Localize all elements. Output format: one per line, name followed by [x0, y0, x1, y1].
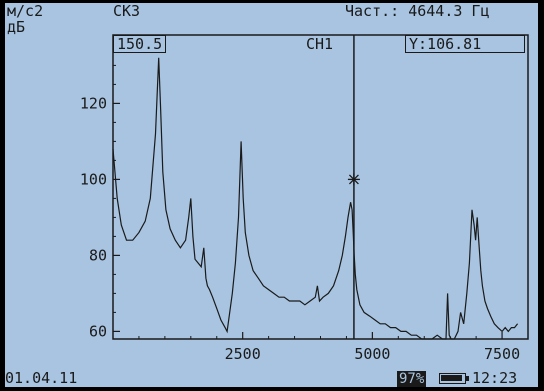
battery-level-fill: [441, 375, 463, 381]
cursor-x-value-box: 150.5: [113, 35, 167, 53]
frequency-readout: Част.: 4644.3 Гц: [345, 3, 490, 20]
unit-top-label: м/с2: [7, 3, 44, 20]
battery-percent-badge: 97%: [397, 371, 427, 387]
analyzer-screen: м/с2 дБ СКЗ Част.: 4644.3 Гц 60 80 100 120 2…: [5, 3, 538, 387]
date-label: 01.04.11: [5, 369, 78, 387]
unit-bottom-label: дБ: [7, 18, 26, 36]
y-tick-label: 80: [89, 246, 107, 264]
battery-icon: [439, 373, 466, 384]
x-tick-label: 7500: [484, 345, 520, 363]
x-tick-label: 5000: [354, 345, 390, 363]
spectrum-chart[interactable]: 60 80 100 120 2500 5000 7500: [5, 3, 538, 387]
spectrum-trace: [112, 57, 519, 340]
y-tick-label: 120: [80, 94, 107, 112]
clock-label: 12:23: [472, 369, 518, 387]
cursor-marker-stroke: [348, 174, 359, 185]
battery-tip-icon: [466, 376, 469, 381]
x-tick-label: 2500: [225, 345, 261, 363]
y-tick-label: 100: [80, 170, 107, 188]
cursor-y-value-box: Y:106.81: [405, 35, 525, 53]
y-tick-label: 60: [89, 322, 107, 340]
channel-label: CH1: [306, 35, 334, 53]
cursor-marker-icon: [347, 173, 360, 186]
mode-label: СКЗ: [113, 3, 141, 20]
plot-frame: [112, 34, 529, 340]
